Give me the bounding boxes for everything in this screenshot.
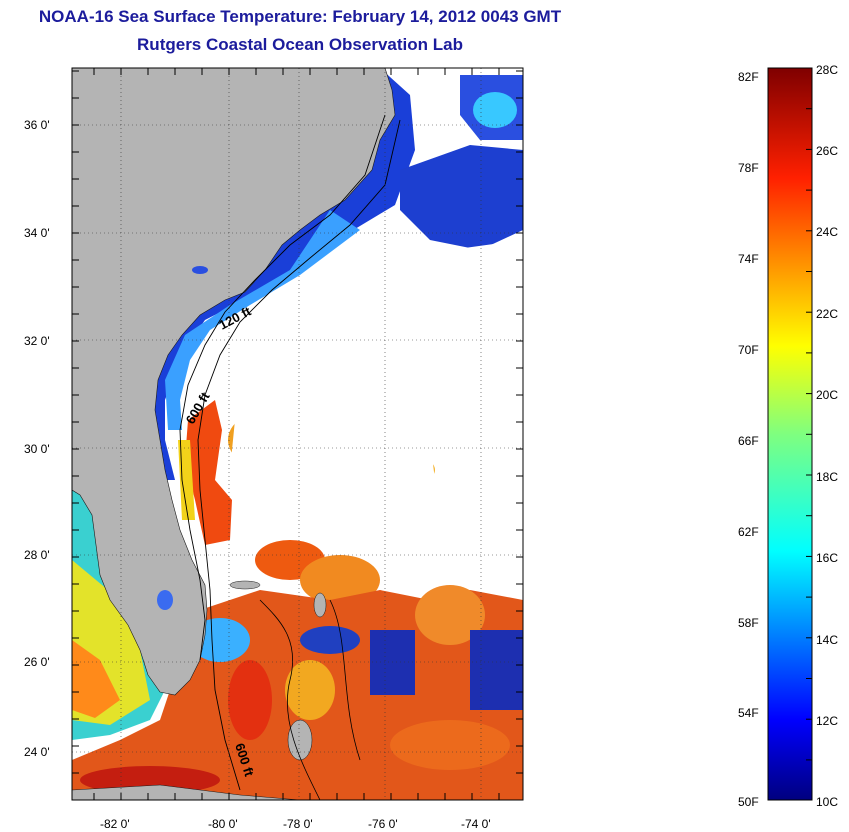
- bahama-cold: [300, 626, 360, 654]
- map-field: 120 ft 600 ft 600 ft: [72, 68, 523, 800]
- cb-c-10: 10C: [816, 795, 838, 809]
- cb-f-50: 50F: [738, 795, 759, 809]
- map-frame: [71, 67, 524, 801]
- cb-f-54: 54F: [738, 706, 759, 720]
- cb-f-74: 74F: [738, 252, 759, 266]
- cb-f-70: 70F: [738, 343, 759, 357]
- contour-120ft: [179, 114, 386, 661]
- lon-axis-labels: -82 0' -80 0' -78 0' -76 0' -74 0': [100, 817, 491, 831]
- central-cloud: [230, 240, 523, 560]
- land-cuba: [72, 784, 301, 800]
- contour-600ft: [197, 119, 401, 791]
- colorbar-fahrenheit-labels: 82F 78F 74F 70F 66F 62F 58F 54F 50F: [738, 70, 759, 809]
- lake-okeechobee: [157, 590, 173, 610]
- colorbar-scale: [767, 67, 813, 801]
- lat-label-32: 32 0': [24, 334, 50, 348]
- lat-label-34: 34 0': [24, 226, 50, 240]
- land-andros: [287, 719, 313, 761]
- gulf-stream-edge: [178, 440, 195, 520]
- map-ticks: [72, 68, 523, 800]
- cb-c-26: 26C: [816, 144, 838, 158]
- cb-c-22: 22C: [816, 307, 838, 321]
- cb-c-18: 18C: [816, 470, 838, 484]
- lat-axis-labels: 36 0' 34 0' 32 0' 30 0' 28 0' 26 0' 24 0…: [24, 118, 50, 759]
- cloud-2: [265, 370, 315, 410]
- map-subtitle: Rutgers Coastal Ocean Observation Lab: [137, 35, 463, 54]
- cb-c-12: 12C: [816, 714, 838, 728]
- lat-label-24: 24 0': [24, 745, 50, 759]
- gulf-hot-spot: [72, 640, 120, 718]
- lat-label-36: 36 0': [24, 118, 50, 132]
- lon-label-74: -74 0': [461, 817, 491, 831]
- colorbar-ticks: [806, 67, 812, 761]
- cb-f-82: 82F: [738, 70, 759, 84]
- lat-label-30: 30 0': [24, 442, 50, 456]
- land-us-southeast: [72, 68, 396, 696]
- lon-label-82: -82 0': [100, 817, 130, 831]
- bahamas-warm: [285, 660, 335, 720]
- map-title: NOAA-16 Sea Surface Temperature: Februar…: [38, 7, 562, 26]
- inland-lake: [192, 266, 208, 274]
- straits-hot: [228, 660, 272, 740]
- s-cold-patch: [370, 630, 415, 695]
- ne-eddy: [473, 92, 517, 128]
- contour-bahamas: [259, 599, 321, 800]
- lat-label-28: 28 0': [24, 548, 50, 562]
- offshore-warm-patch-5: [300, 555, 380, 605]
- ne-cold-patch: [400, 145, 523, 250]
- gulf-stream-warm: [185, 400, 232, 545]
- cb-c-24: 24C: [816, 225, 838, 239]
- cb-f-62: 62F: [738, 525, 759, 539]
- cb-f-78: 78F: [738, 161, 759, 175]
- se-cold-patch: [470, 630, 523, 710]
- lon-label-76: -76 0': [368, 817, 398, 831]
- lat-label-26: 26 0': [24, 655, 50, 669]
- cb-c-14: 14C: [816, 633, 838, 647]
- land-grand-bahama: [229, 580, 261, 590]
- colorbar-celsius-labels: 28C 26C 24C 22C 20C 18C 16C 14C 12C 10C: [816, 63, 838, 809]
- contour-bahamas-2: [329, 599, 361, 761]
- s-warm-band: [390, 720, 510, 770]
- cb-f-58: 58F: [738, 616, 759, 630]
- land-abaco: [313, 592, 327, 618]
- sw-hot-band: [80, 766, 220, 794]
- cb-f-66: 66F: [738, 434, 759, 448]
- cb-c-20: 20C: [816, 388, 838, 402]
- cb-c-28: 28C: [816, 63, 838, 77]
- lon-label-78: -78 0': [283, 817, 313, 831]
- se-warm-patch: [415, 585, 485, 645]
- shelf-cool-water: [165, 210, 360, 430]
- cb-c-16: 16C: [816, 551, 838, 565]
- lon-label-80: -80 0': [208, 817, 238, 831]
